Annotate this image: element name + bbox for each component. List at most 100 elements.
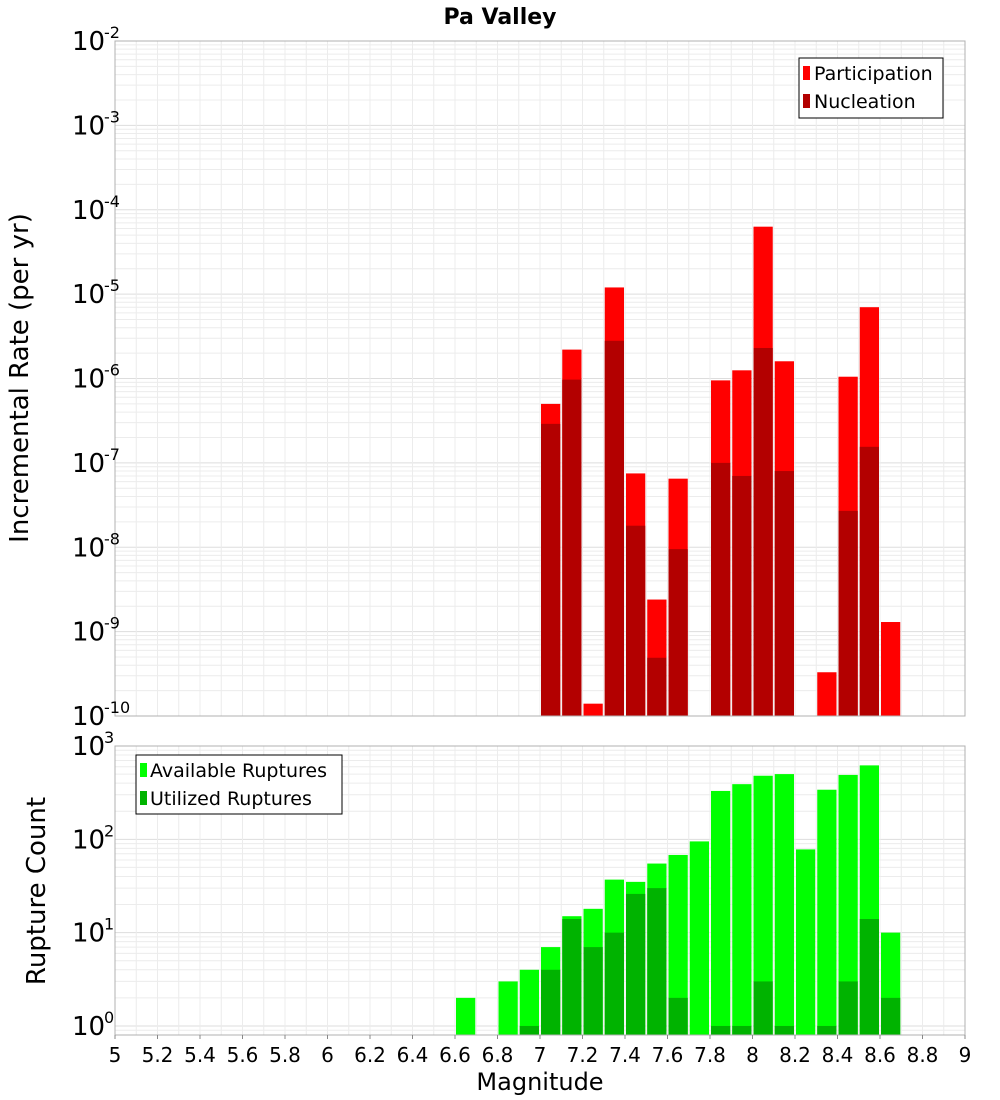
y-tick-label: 10 [72, 919, 105, 949]
bar-available-ruptures [711, 790, 731, 1035]
bar-nucleation [668, 549, 688, 716]
bar-utilized-ruptures [562, 919, 582, 1035]
rate-y-axis-label: Incremental Rate (per yr) [5, 213, 35, 543]
y-tick-exponent: -6 [104, 361, 120, 380]
y-tick-exponent: 1 [104, 915, 114, 934]
bar-utilized-ruptures [838, 981, 858, 1035]
count-y-axis-label: Rupture Count [22, 797, 52, 985]
y-tick-label: 10 [72, 111, 105, 141]
bar-nucleation [774, 471, 794, 716]
y-tick-label: 10 [72, 280, 105, 310]
x-tick-label: 8.8 [907, 1043, 939, 1067]
x-tick-label: 7.6 [652, 1043, 684, 1067]
y-tick-label: 10 [72, 702, 105, 732]
rate-legend: Participation Nucleation [798, 57, 944, 119]
bar-utilized-ruptures [647, 888, 667, 1035]
bar-utilized-ruptures [583, 947, 603, 1035]
bar-nucleation [732, 475, 752, 716]
y-tick-exponent: -3 [104, 107, 120, 126]
x-tick-label: 8 [746, 1043, 759, 1067]
y-tick-label: 10 [72, 365, 105, 395]
bar-utilized-ruptures [711, 1025, 731, 1035]
legend-label-available: Available Ruptures [150, 760, 327, 782]
bar-nucleation [711, 462, 731, 716]
y-tick-exponent: -2 [104, 23, 120, 42]
y-tick-exponent: 3 [104, 728, 114, 747]
count-bars [456, 765, 901, 1035]
y-tick-exponent: -5 [104, 276, 120, 295]
bar-utilized-ruptures [881, 997, 901, 1035]
bar-utilized-ruptures [626, 893, 646, 1035]
bar-available-ruptures [519, 969, 539, 1035]
x-tick-label: 7.8 [694, 1043, 726, 1067]
x-tick-label: 5.4 [184, 1043, 216, 1067]
y-tick-label: 10 [72, 449, 105, 479]
y-tick-exponent: -4 [104, 192, 120, 211]
y-tick-exponent: 2 [104, 821, 114, 840]
bar-participation [583, 703, 603, 716]
x-tick-label: 6.2 [354, 1043, 386, 1067]
bar-utilized-ruptures [774, 1025, 794, 1035]
y-tick-label: 10 [72, 1012, 105, 1042]
y-tick-label: 10 [72, 732, 105, 762]
count-x-ticks: 5 5.2 5.4 5.6 5.8 6 6.2 6.4 6.6 6.8 7 7.2 7.4 7.6 7.8 8… [109, 1035, 972, 1067]
x-tick-label: 7.2 [567, 1043, 599, 1067]
count-legend: Available Ruptures Utilized Ruptures [135, 754, 343, 815]
x-tick-label: 6.6 [439, 1043, 471, 1067]
bar-participation [817, 672, 837, 716]
y-tick-exponent: -7 [104, 445, 120, 464]
bar-utilized-ruptures [732, 1025, 752, 1035]
bar-nucleation [647, 657, 667, 716]
bar-available-ruptures [753, 775, 773, 1035]
rate-grid [114, 40, 966, 717]
bar-utilized-ruptures [753, 981, 773, 1035]
bar-available-ruptures [668, 854, 688, 1035]
x-tick-label: 5.6 [227, 1043, 259, 1067]
bar-nucleation [626, 525, 646, 716]
x-tick-label: 5.2 [142, 1043, 174, 1067]
x-tick-label: 6.8 [482, 1043, 514, 1067]
x-tick-label: 8.2 [779, 1043, 811, 1067]
bar-available-ruptures [838, 774, 858, 1035]
bar-utilized-ruptures [817, 1025, 837, 1035]
x-axis-label: Magnitude [476, 1068, 603, 1096]
bar-nucleation [838, 510, 858, 716]
legend-swatch-nucleation [803, 94, 810, 108]
x-tick-label: 9 [959, 1043, 972, 1067]
x-tick-label: 8.4 [822, 1043, 854, 1067]
x-tick-label: 5 [109, 1043, 122, 1067]
bar-utilized-ruptures [604, 932, 624, 1035]
legend-swatch-available [140, 763, 147, 777]
legend-label-nucleation: Nucleation [814, 91, 916, 113]
y-tick-label: 10 [72, 618, 105, 648]
x-tick-label: 6.4 [397, 1043, 429, 1067]
y-tick-exponent: -10 [104, 698, 130, 717]
bar-available-ruptures [774, 774, 794, 1035]
legend-label-utilized: Utilized Ruptures [150, 788, 312, 810]
count-legend-box [135, 754, 343, 815]
legend-swatch-participation [803, 66, 810, 80]
bar-nucleation [541, 423, 561, 716]
bar-nucleation [859, 446, 879, 716]
y-tick-label: 10 [72, 27, 105, 57]
bar-utilized-ruptures [541, 969, 561, 1035]
bar-available-ruptures [689, 841, 709, 1035]
bar-available-ruptures [796, 849, 816, 1035]
x-tick-label: 7 [534, 1043, 547, 1067]
chart-title: Pa Valley [443, 5, 556, 30]
bar-nucleation [562, 379, 582, 716]
x-tick-label: 5.8 [269, 1043, 301, 1067]
bar-utilized-ruptures [859, 919, 879, 1035]
y-tick-label: 10 [72, 825, 105, 855]
bar-available-ruptures [498, 981, 518, 1035]
bar-nucleation [753, 347, 773, 716]
bar-available-ruptures [732, 784, 752, 1035]
legend-label-participation: Participation [814, 63, 933, 85]
rate-bars [541, 226, 901, 716]
x-tick-label: 7.4 [609, 1043, 641, 1067]
bar-participation [881, 622, 901, 716]
y-tick-exponent: -8 [104, 529, 120, 548]
